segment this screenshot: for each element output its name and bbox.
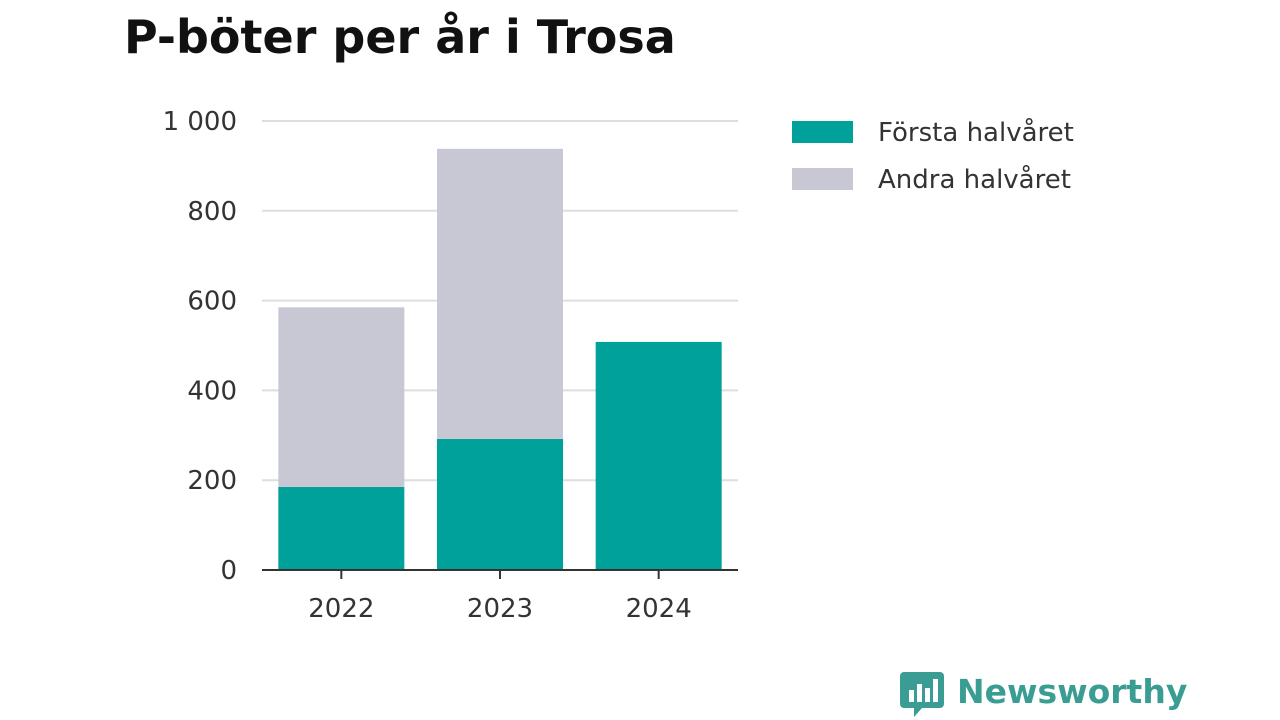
y-tick-label: 800	[187, 197, 237, 227]
x-tick-label: 2024	[626, 594, 692, 624]
x-tick-label: 2023	[467, 594, 533, 624]
bars	[278, 148, 722, 570]
brand-logo: Newsworthy	[900, 672, 1187, 717]
legend-label: Andra halvåret	[878, 164, 1071, 195]
y-tick-label: 400	[187, 376, 237, 406]
y-tick-label: 1 000	[163, 107, 237, 137]
x-tick-label: 2022	[308, 594, 374, 624]
brand-name: Newsworthy	[957, 672, 1187, 711]
bar-2023-series-1	[437, 148, 563, 439]
legend-item: Första halvåret	[792, 117, 1074, 148]
bar-2023-series-0	[437, 438, 563, 570]
bar-2022-series-0	[278, 486, 405, 570]
bar-2024-series-0	[595, 341, 722, 570]
legend-item: Andra halvåret	[792, 164, 1071, 195]
legend-label: Första halvåret	[878, 117, 1074, 148]
chart-title: P-böter per år i Trosa	[124, 10, 676, 64]
legend-swatch	[792, 121, 853, 143]
y-tick-label: 0	[220, 556, 237, 586]
y-tick-label: 600	[187, 287, 237, 317]
bar-chart-speech-icon	[900, 672, 944, 717]
legend: Första halvåret Andra halvåret	[792, 117, 1074, 195]
y-tick-label: 200	[187, 466, 237, 496]
x-axis: 2022 2023 2024	[262, 569, 738, 624]
y-axis: 0 200 400 600 800 1 000	[163, 107, 237, 586]
bar-2022-series-1	[278, 307, 405, 487]
legend-swatch	[792, 168, 853, 190]
